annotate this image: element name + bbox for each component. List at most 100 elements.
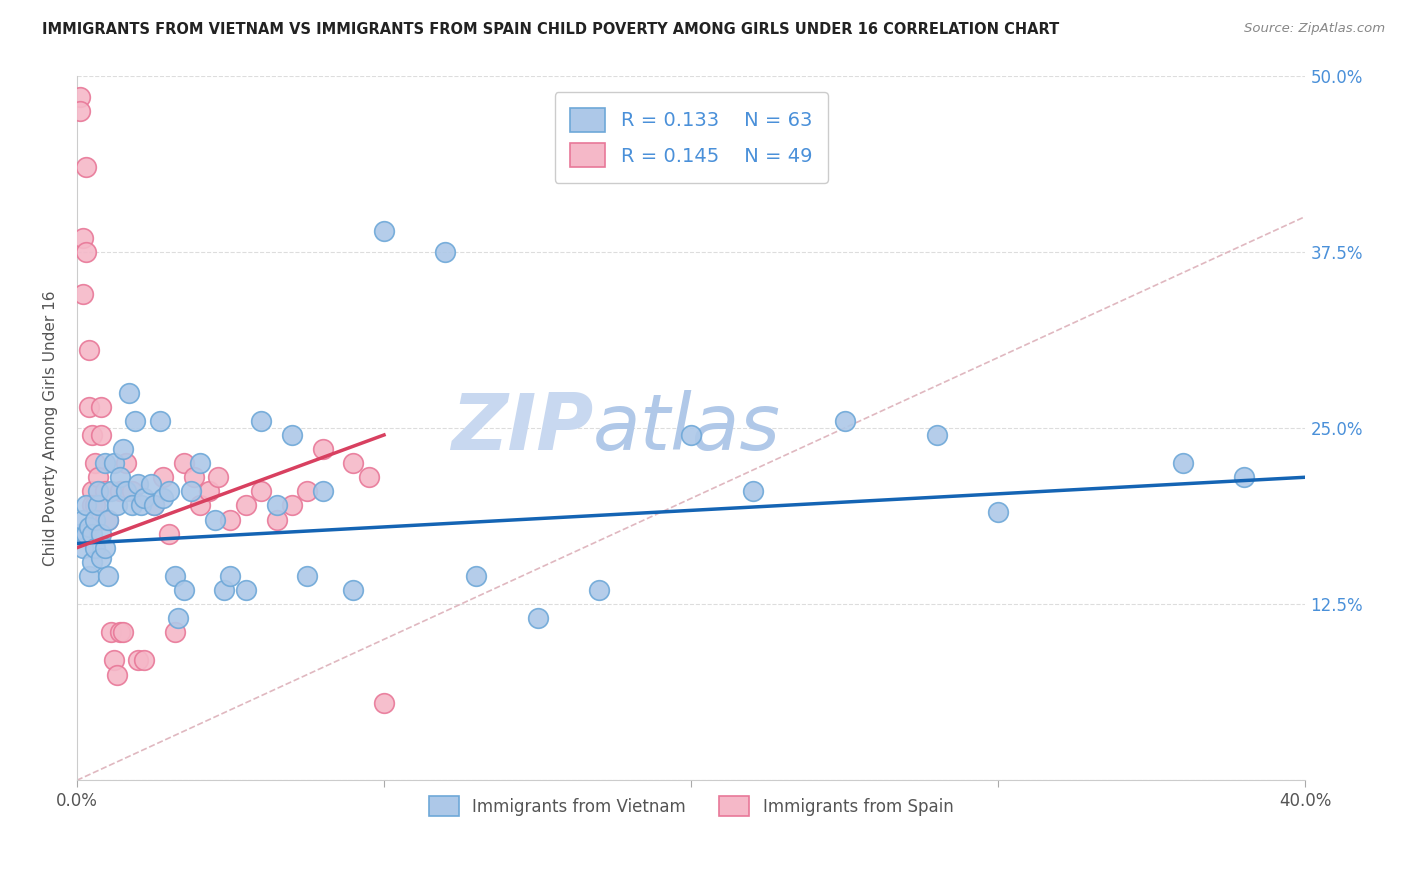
Point — [834, 414, 856, 428]
Point — [311, 442, 333, 456]
Point — [108, 625, 131, 640]
Point — [87, 512, 110, 526]
Point — [741, 484, 763, 499]
Point — [87, 484, 110, 499]
Point — [165, 569, 187, 583]
Point — [987, 506, 1010, 520]
Point — [131, 499, 153, 513]
Point — [188, 456, 211, 470]
Point — [204, 512, 226, 526]
Point — [115, 456, 138, 470]
Point — [82, 526, 104, 541]
Point — [77, 569, 100, 583]
Point — [69, 103, 91, 118]
Point — [82, 428, 104, 442]
Point — [82, 499, 104, 513]
Point — [84, 541, 107, 555]
Point — [97, 512, 120, 526]
Point — [72, 512, 94, 526]
Point — [134, 491, 156, 506]
Point — [207, 470, 229, 484]
Point — [465, 569, 488, 583]
Point — [82, 484, 104, 499]
Point — [179, 484, 201, 499]
Point — [87, 499, 110, 513]
Point — [297, 569, 319, 583]
Point — [588, 582, 610, 597]
Point — [373, 223, 395, 237]
Point — [72, 230, 94, 244]
Point — [84, 512, 107, 526]
Point — [152, 470, 174, 484]
Point — [250, 414, 273, 428]
Point — [100, 484, 122, 499]
Point — [219, 569, 242, 583]
Point — [75, 526, 97, 541]
Point — [77, 519, 100, 533]
Point — [103, 456, 125, 470]
Point — [342, 582, 364, 597]
Point — [90, 526, 112, 541]
Point — [84, 456, 107, 470]
Point — [75, 160, 97, 174]
Point — [127, 653, 149, 667]
Point — [77, 343, 100, 358]
Point — [97, 512, 120, 526]
Point — [214, 582, 236, 597]
Point — [93, 484, 115, 499]
Text: ZIP: ZIP — [450, 390, 593, 466]
Point — [235, 582, 257, 597]
Point — [127, 477, 149, 491]
Point — [188, 499, 211, 513]
Point — [93, 456, 115, 470]
Point — [75, 499, 97, 513]
Point — [103, 653, 125, 667]
Point — [139, 477, 162, 491]
Point — [157, 526, 180, 541]
Point — [77, 400, 100, 414]
Point — [681, 428, 703, 442]
Text: atlas: atlas — [593, 390, 780, 466]
Point — [84, 499, 107, 513]
Point — [149, 414, 172, 428]
Point — [97, 569, 120, 583]
Point — [124, 414, 146, 428]
Point — [357, 470, 380, 484]
Point — [250, 484, 273, 499]
Text: Source: ZipAtlas.com: Source: ZipAtlas.com — [1244, 22, 1385, 36]
Point — [434, 244, 457, 259]
Point — [281, 499, 304, 513]
Point — [219, 512, 242, 526]
Point — [121, 499, 143, 513]
Point — [90, 550, 112, 565]
Text: IMMIGRANTS FROM VIETNAM VS IMMIGRANTS FROM SPAIN CHILD POVERTY AMONG GIRLS UNDER: IMMIGRANTS FROM VIETNAM VS IMMIGRANTS FR… — [42, 22, 1060, 37]
Point — [111, 442, 134, 456]
Point — [173, 582, 195, 597]
Point — [72, 287, 94, 301]
Point — [342, 456, 364, 470]
Point — [90, 400, 112, 414]
Point — [167, 611, 190, 625]
Point — [115, 484, 138, 499]
Legend: Immigrants from Vietnam, Immigrants from Spain: Immigrants from Vietnam, Immigrants from… — [420, 788, 962, 825]
Point — [373, 696, 395, 710]
Point — [93, 541, 115, 555]
Point — [152, 491, 174, 506]
Point — [75, 244, 97, 259]
Point — [526, 611, 548, 625]
Point — [235, 499, 257, 513]
Point — [311, 484, 333, 499]
Point — [925, 428, 948, 442]
Point — [82, 555, 104, 569]
Point — [100, 625, 122, 640]
Point — [111, 625, 134, 640]
Point — [142, 499, 165, 513]
Point — [165, 625, 187, 640]
Point — [69, 526, 91, 541]
Point — [87, 470, 110, 484]
Point — [108, 470, 131, 484]
Point — [281, 428, 304, 442]
Point — [90, 428, 112, 442]
Point — [72, 541, 94, 555]
Point — [142, 499, 165, 513]
